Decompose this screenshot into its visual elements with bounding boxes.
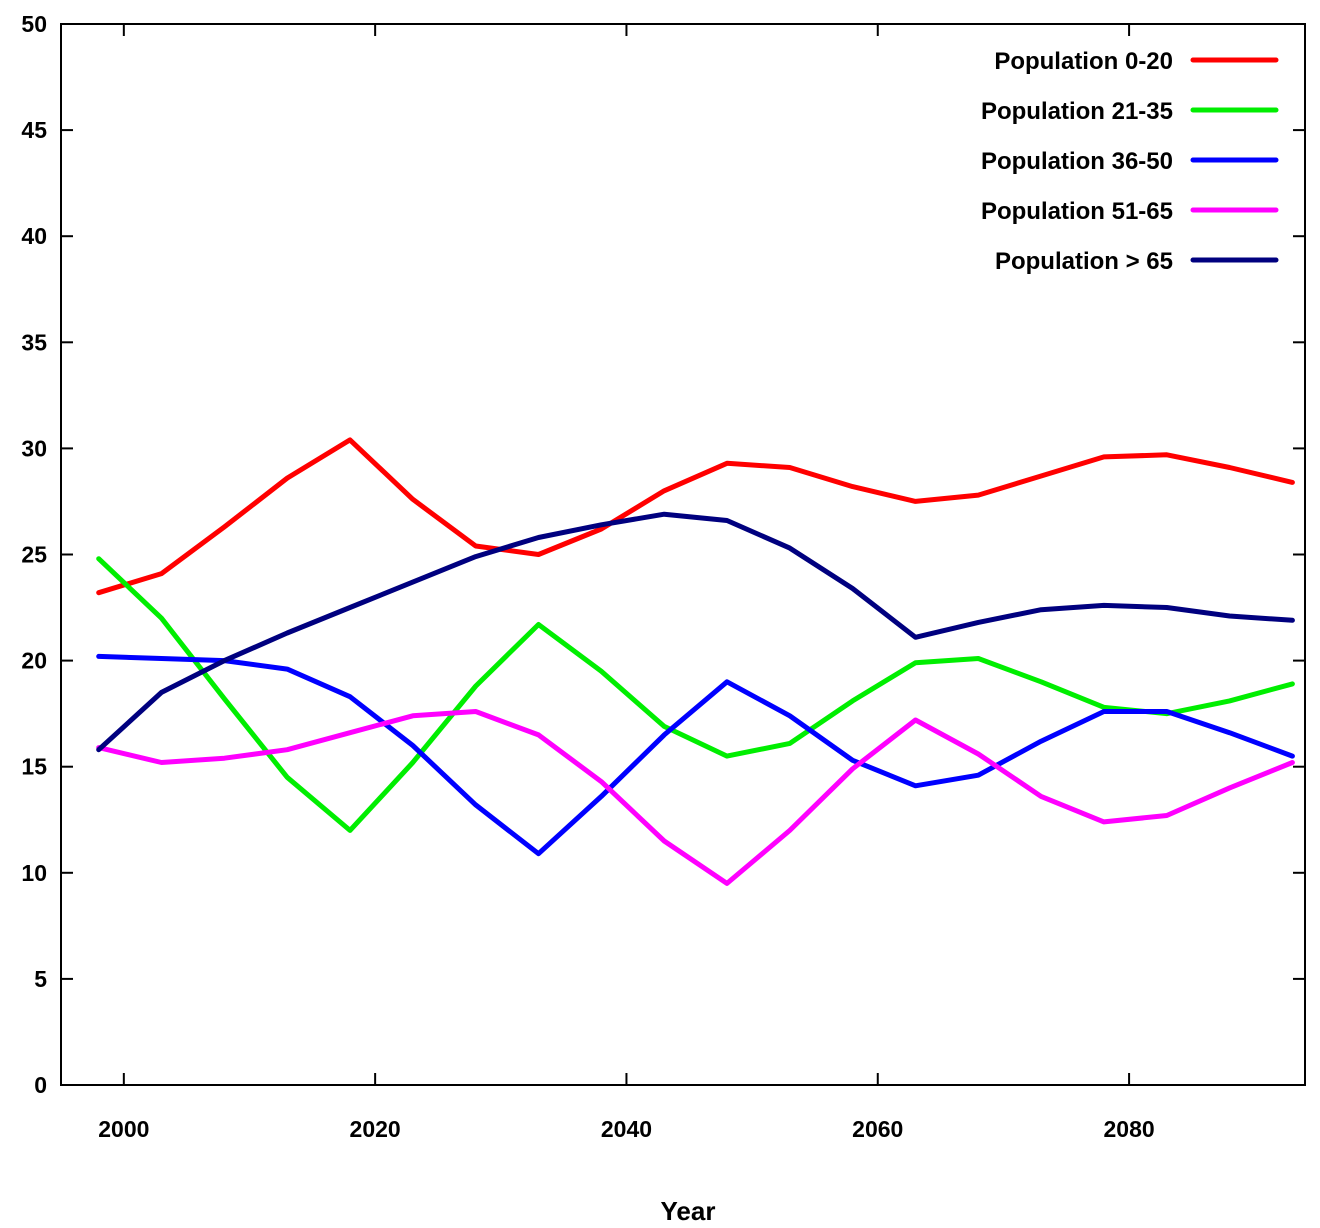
x-tick-label: 2080 <box>1103 1116 1154 1142</box>
y-tick-label: 30 <box>21 435 47 461</box>
x-axis-title: Year <box>661 1196 716 1226</box>
y-tick-label: 5 <box>34 966 47 992</box>
y-tick-label: 25 <box>21 542 47 568</box>
y-tick-label: 20 <box>21 648 47 674</box>
series-line-3 <box>96 653 1295 857</box>
x-tick-label: 2020 <box>350 1116 401 1142</box>
series-line-5 <box>96 511 1295 753</box>
legend: Population 0-20 Population 21-35 Populatio… <box>981 48 1279 275</box>
y-tick-label: 35 <box>21 329 47 355</box>
series-lines <box>96 437 1295 886</box>
series-line-4 <box>96 709 1295 886</box>
x-tick-label: 2000 <box>98 1116 149 1142</box>
series-line-2 <box>96 556 1295 833</box>
x-tick-label: 2040 <box>601 1116 652 1142</box>
plot-frame <box>60 23 1306 1086</box>
legend-label: Population 36-50 <box>981 148 1173 175</box>
y-tick-label: 15 <box>21 754 47 780</box>
y-tick-label: 0 <box>34 1072 47 1098</box>
x-axis-ticks: 2000 2020 2040 2060 2080 <box>98 24 1155 1142</box>
y-tick-label: 50 <box>21 11 47 37</box>
y-tick-label: 45 <box>21 117 47 143</box>
series-line-1 <box>96 437 1295 596</box>
legend-label: Population 21-35 <box>981 98 1173 125</box>
legend-label: Population 51-65 <box>981 198 1173 225</box>
y-tick-label: 10 <box>21 860 47 886</box>
legend-label: Population 0-20 <box>994 48 1173 75</box>
legend-label: Population > 65 <box>995 248 1173 275</box>
x-tick-label: 2060 <box>852 1116 903 1142</box>
y-axis-ticks: 0 5 10 15 20 25 30 35 40 45 50 <box>21 11 1305 1098</box>
y-tick-label: 40 <box>21 223 47 249</box>
